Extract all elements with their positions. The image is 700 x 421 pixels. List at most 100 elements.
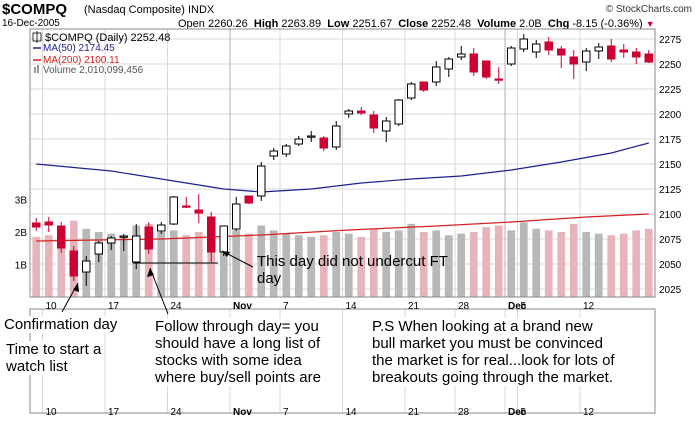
ma50-line xyxy=(36,142,649,193)
annotation-follow-line-1: Follow through day= you xyxy=(155,318,319,335)
lower-x-tick-label-10: 12 xyxy=(583,407,595,418)
lower-x-tick-label-5: 14 xyxy=(346,407,358,418)
candle-body-41 xyxy=(544,41,553,51)
volume-bar-46 xyxy=(607,235,616,297)
annotation-ft-day-line-2: day xyxy=(257,270,282,287)
y-tick-label-9: 2250 xyxy=(659,60,682,71)
x-tick-label-3: Nov xyxy=(233,301,252,312)
candle-body-11 xyxy=(169,196,178,225)
annotation-lines xyxy=(61,250,254,315)
candle-body-48 xyxy=(632,51,641,58)
volume-bar-21 xyxy=(294,235,303,297)
candle-body-39 xyxy=(519,38,528,50)
candle-body-0 xyxy=(32,222,41,228)
candle-body-38 xyxy=(507,47,516,65)
volume-bar-7 xyxy=(119,236,128,297)
volume-bar-5 xyxy=(94,232,103,297)
volume-bar-26 xyxy=(357,236,366,297)
lower-x-tick-label-3: Nov xyxy=(233,407,252,418)
volume-bar-28 xyxy=(382,232,391,297)
confirmation-arrow-head xyxy=(73,283,79,292)
candle-body-18 xyxy=(257,165,266,197)
annotation-ft-day-line-1: This day did not undercut FT xyxy=(257,253,448,270)
down-triangle-icon: ▼ xyxy=(645,19,655,29)
annotation-follow-through: Follow through day= you should have a lo… xyxy=(155,318,321,386)
candle-body-9 xyxy=(144,226,153,250)
volume-bar-27 xyxy=(369,228,378,297)
candle-body-35 xyxy=(469,53,478,73)
volume-legend-bar-2 xyxy=(37,65,39,73)
volume-bar-1 xyxy=(44,235,53,297)
candle-body-27 xyxy=(369,114,378,129)
annotation-ps-line-4: breakouts going through the market. xyxy=(372,369,613,386)
volume-bar-34 xyxy=(457,233,466,297)
volume-bar-25 xyxy=(344,233,353,297)
volume-bar-38 xyxy=(507,230,516,297)
candle-body-16 xyxy=(232,203,241,230)
low-value: 2251.67 xyxy=(352,18,393,30)
axes-layer: 2025205020752100212521502175220022252250… xyxy=(15,28,682,418)
moving-average-layer xyxy=(36,142,649,242)
candle-body-31 xyxy=(419,81,428,91)
x-tick-label-9: 5 xyxy=(521,301,527,312)
lower-x-tick-label-0: 10 xyxy=(46,407,58,418)
volume-bar-9 xyxy=(144,223,153,297)
volume-bar-37 xyxy=(494,225,503,297)
annotation-follow-line-2: should have a long list of xyxy=(155,335,321,352)
lower-x-tick-label-9: 5 xyxy=(521,407,527,418)
y-tick-label-3: 2100 xyxy=(659,210,682,221)
volume-legend-bar-1 xyxy=(34,67,36,73)
stockcharts-credit: © StockCharts.com xyxy=(605,4,692,15)
candle-body-6 xyxy=(107,237,116,244)
y-tick-label-2: 2075 xyxy=(659,235,682,246)
follow-through-arrow-head xyxy=(147,268,154,277)
annotation-watch-line-2: watch list xyxy=(6,358,68,375)
candle-body-22 xyxy=(307,135,316,138)
annotation-follow-line-4: where buy/sell points are xyxy=(155,369,321,386)
low-label: Low xyxy=(327,18,350,30)
candle-body-4 xyxy=(82,260,91,273)
volume-bar-22 xyxy=(307,236,316,297)
candle-body-44 xyxy=(582,50,591,63)
volume-bar-15 xyxy=(219,228,228,297)
candle-body-1 xyxy=(44,221,53,226)
high-value: 2263.89 xyxy=(281,18,322,30)
close-value: 2252.48 xyxy=(431,18,472,30)
legend-ma50: MA(50) 2174.45 xyxy=(43,43,115,54)
volume-bar-19 xyxy=(269,230,278,297)
volume-bar-2 xyxy=(57,225,66,297)
candle-body-23 xyxy=(319,137,328,149)
candle-body-42 xyxy=(557,48,566,56)
volume-tick-label-2: 3B xyxy=(15,196,28,207)
volume-bar-31 xyxy=(419,232,428,297)
annotation-ps-line-1: P.S When looking at a brand new xyxy=(372,318,593,335)
open-label: Open xyxy=(178,18,205,30)
x-tick-label-5: 14 xyxy=(346,301,358,312)
legend: $COMPQ (Daily) 2252.48 MA(50) 2174.45 MA… xyxy=(32,31,170,76)
candle-body-3 xyxy=(69,250,78,277)
candle-body-47 xyxy=(619,49,628,53)
y-tick-label-10: 2275 xyxy=(659,35,682,46)
annotation-confirmation-day: Confirmation day xyxy=(4,316,118,333)
candle-body-26 xyxy=(357,110,366,114)
annotation-ps-line-2: bull market you must be convinced xyxy=(372,335,603,352)
candle-body-8 xyxy=(132,235,141,263)
candle-body-32 xyxy=(432,66,441,83)
volume-bar-10 xyxy=(157,232,166,297)
candle-body-29 xyxy=(394,99,403,125)
legend-price: $COMPQ (Daily) 2252.48 xyxy=(45,32,170,44)
candle-body-43 xyxy=(569,56,578,65)
candle-body-28 xyxy=(382,120,391,132)
volume-bar-35 xyxy=(469,232,478,297)
candle-body-15 xyxy=(219,225,228,253)
lower-x-tick-label-6: 21 xyxy=(408,407,420,418)
volume-bar-32 xyxy=(432,230,441,297)
candle-body-30 xyxy=(407,83,416,99)
exchange-label: INDX xyxy=(187,4,215,16)
open-value: 2260.26 xyxy=(207,18,248,30)
volume-bar-11 xyxy=(169,230,178,297)
annotation-follow-line-3: stocks with some idea xyxy=(155,352,302,369)
y-tick-label-7: 2200 xyxy=(659,110,682,121)
change-value: -8.15 (-0.36%) xyxy=(572,18,643,30)
